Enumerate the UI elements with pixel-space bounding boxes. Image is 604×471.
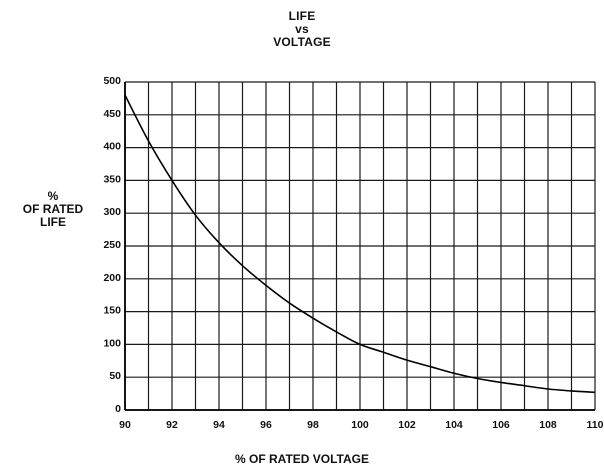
y-tick-label: 0 [115, 403, 121, 415]
chart-title: LIFE vs VOLTAGE [0, 10, 604, 60]
x-tick-label: 104 [445, 419, 463, 431]
title-line-2: vs [295, 22, 309, 36]
y-tick-label: 250 [103, 239, 121, 251]
y-axis-label-line-1: % [47, 189, 59, 203]
y-axis-label-line-2: OF RATED [22, 202, 84, 216]
y-tick-label: 150 [103, 305, 121, 317]
x-tick-label: 100 [351, 419, 369, 431]
x-tick-label: 106 [492, 419, 510, 431]
x-tick-label: 92 [166, 419, 178, 431]
chart-ticks: 90 92 94 96 98 100 102 104 106 108 110 0 50 100 150 200… [103, 75, 603, 431]
chart-axes [124, 82, 595, 411]
title-line-1: LIFE [288, 9, 316, 23]
y-tick-label: 450 [103, 108, 121, 120]
chart-grid [124, 81, 596, 411]
x-axis-label: % OF RATED VOLTAGE [235, 452, 369, 466]
y-tick-label: 400 [103, 141, 121, 153]
title-line-3: VOLTAGE [273, 35, 331, 49]
y-tick-label: 300 [103, 206, 121, 218]
x-tick-label: 96 [260, 419, 272, 431]
y-tick-label: 500 [103, 75, 121, 87]
x-tick-label: 108 [539, 419, 557, 431]
life-vs-voltage-curve [124, 94, 596, 394]
x-tick-label: 102 [398, 419, 416, 431]
y-tick-label: 100 [103, 337, 121, 349]
chart-series [124, 94, 596, 394]
y-axis-label-line-3: LIFE [40, 215, 66, 229]
y-tick-label: 200 [103, 272, 121, 284]
y-tick-label: 350 [103, 173, 121, 185]
y-tick-label: 50 [109, 370, 121, 382]
x-tick-label: 98 [307, 419, 319, 431]
x-tick-label: 94 [213, 419, 225, 431]
x-tick-label: 110 [587, 419, 604, 431]
x-tick-label: 90 [119, 419, 131, 431]
